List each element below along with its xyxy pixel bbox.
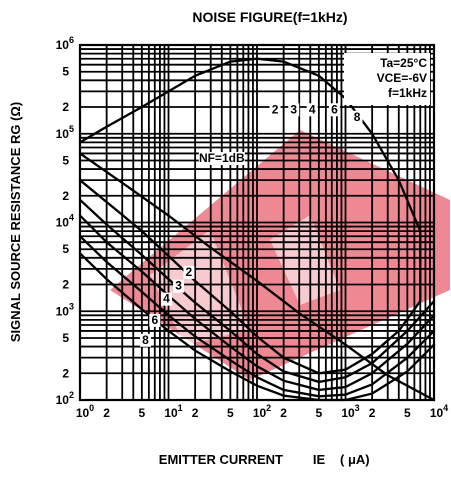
curve-label: 8 (142, 333, 149, 347)
curve-label-bg (140, 333, 152, 347)
y-tick-label: 5 (62, 153, 69, 167)
nf-curve-4 (78, 214, 436, 392)
curve-label: 6 (151, 313, 158, 327)
x-tick-label: 5 (316, 406, 323, 420)
y-tick-label: 5 (62, 331, 69, 345)
curve-label-bg (173, 279, 185, 293)
x-tick-label: 102 (253, 403, 271, 420)
curve-label-bg (269, 103, 281, 117)
y-tick-label: 104 (56, 213, 74, 230)
y-tick-label: 2 (62, 366, 69, 380)
x-tick-label: 104 (430, 403, 448, 420)
condition-text: VCE=-6V (377, 71, 427, 85)
y-tick-label: 106 (56, 35, 74, 52)
x-tick-label: 5 (404, 406, 411, 420)
condition-text: f=1kHz (388, 86, 427, 100)
curve-label-bg (198, 152, 245, 166)
curve-label: 3 (175, 279, 182, 293)
y-tick-label: 105 (56, 124, 74, 141)
curve-label: NF=1dB (199, 151, 245, 165)
x-tick-label: 2 (280, 406, 287, 420)
curve-label: 8 (354, 110, 361, 124)
curve-label-bg (183, 265, 195, 279)
y-tick-label: 103 (56, 301, 74, 318)
x-tick-labels: 100 2 5 101 2 5 102 2 5 103 2 5 104 (76, 403, 448, 420)
nf-curve-nf1db (78, 152, 436, 402)
x-tick-label: 2 (369, 406, 376, 420)
condition-text: Ta=25°C (380, 56, 427, 70)
curve-label-bg (149, 313, 161, 327)
curves (78, 57, 436, 402)
curve-label: 4 (309, 102, 316, 116)
y-tick-labels: 106 5 2 105 5 2 104 5 2 103 5 2 102 (56, 35, 74, 407)
curve-label-bg (351, 110, 363, 124)
nf-curve-3 (78, 198, 436, 384)
x-tick-label: 103 (341, 403, 359, 420)
watermark-cutout-1 (150, 230, 250, 345)
watermark-cutout-2 (270, 215, 340, 305)
x-axis-title-text: EMITTER CURRENT (159, 452, 283, 467)
y-tick-label: 102 (56, 390, 74, 407)
y-axis-title: SIGNAL SOURCE RESISTANCE RG (Ω) (8, 102, 23, 342)
x-tick-label: 2 (103, 406, 110, 420)
x-tick-label: 5 (227, 406, 234, 420)
curve-label-bg (306, 103, 318, 117)
curve-label-bg (328, 103, 340, 117)
x-tick-label: 2 (192, 406, 199, 420)
x-tick-label: 100 (76, 403, 94, 420)
plot-frame (78, 43, 436, 402)
curve-label: 4 (163, 292, 170, 306)
curve-label: 2 (186, 265, 193, 279)
y-tick-label: 2 (62, 278, 69, 292)
x-axis-symbol: IE (313, 452, 326, 467)
y-tick-label: 2 (62, 100, 69, 114)
curve-label: 3 (290, 102, 297, 116)
x-tick-label: 101 (164, 403, 182, 420)
x-axis-unit: ( μA) (340, 452, 370, 467)
nf-curve-8 (78, 252, 436, 402)
nf-curve-6 (78, 235, 436, 398)
curve-label-bg (288, 103, 300, 117)
curve-label-bg (161, 292, 173, 306)
curve-label: 6 (331, 102, 338, 116)
y-tick-label: 5 (62, 65, 69, 79)
conditions-bg (344, 53, 430, 105)
nf-curve-2 (78, 57, 422, 375)
x-axis-title: EMITTER CURRENT IE ( μA) (159, 452, 370, 467)
chart-title: NOISE FIGURE(f=1kHz) (192, 9, 347, 25)
y-tick-label: 2 (62, 189, 69, 203)
y-tick-label: 5 (62, 242, 69, 256)
x-tick-label: 5 (139, 406, 146, 420)
curve-label: 2 (272, 102, 279, 116)
